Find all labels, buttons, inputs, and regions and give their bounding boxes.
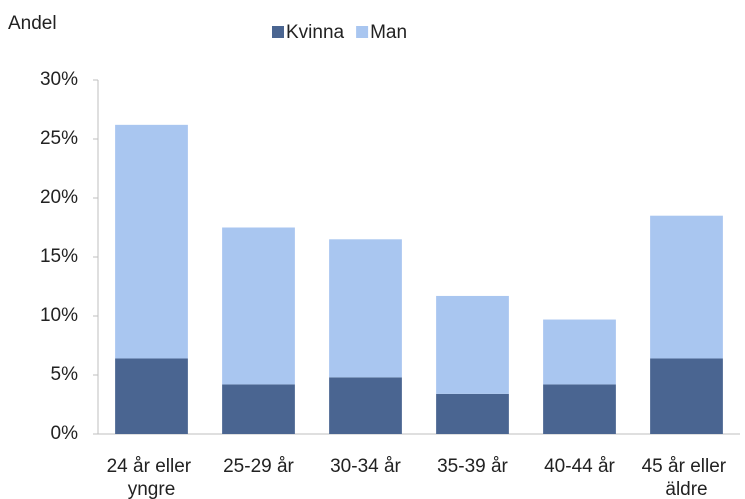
bar-segment bbox=[329, 239, 402, 378]
legend-swatch bbox=[272, 26, 284, 38]
legend-swatch bbox=[356, 26, 369, 38]
bar-segment bbox=[329, 377, 402, 434]
y-tick-label: 10% bbox=[40, 305, 78, 326]
x-tick-label: 40-44 år bbox=[544, 456, 615, 477]
x-tick-label: 25-29 år bbox=[223, 456, 294, 477]
bar-segment bbox=[436, 295, 509, 394]
legend-label: Man bbox=[370, 22, 407, 43]
x-tick-label: 45 år eller äldre bbox=[642, 456, 732, 499]
y-axis-label: Andel bbox=[8, 13, 57, 34]
bar-segment bbox=[543, 384, 616, 434]
bar-segment bbox=[436, 393, 509, 434]
legend-label: Kvinna bbox=[286, 22, 345, 43]
bar-segment bbox=[115, 124, 188, 359]
x-tick-label: 24 år eller yngre bbox=[107, 456, 197, 499]
x-tick-label: 35-39 år bbox=[437, 456, 508, 477]
y-tick-label: 20% bbox=[40, 187, 78, 208]
bar-segment bbox=[543, 319, 616, 385]
bar-segment bbox=[650, 215, 723, 359]
y-tick-label: 5% bbox=[51, 364, 79, 385]
y-tick-label: 0% bbox=[51, 423, 79, 444]
bar-segment bbox=[222, 384, 295, 434]
bar-segment bbox=[650, 358, 723, 434]
y-tick-label: 30% bbox=[40, 69, 78, 90]
y-tick-label: 25% bbox=[40, 128, 78, 149]
bar-segment bbox=[222, 227, 295, 385]
bar-segment bbox=[115, 358, 188, 434]
y-tick-label: 15% bbox=[40, 246, 78, 267]
x-tick-label: 30-34 år bbox=[330, 456, 401, 477]
